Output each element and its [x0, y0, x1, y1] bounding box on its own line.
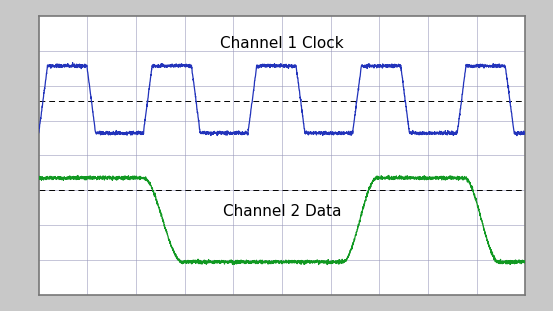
Text: Channel 1 Clock: Channel 1 Clock [220, 36, 344, 51]
Text: Channel 2 Data: Channel 2 Data [223, 204, 341, 219]
